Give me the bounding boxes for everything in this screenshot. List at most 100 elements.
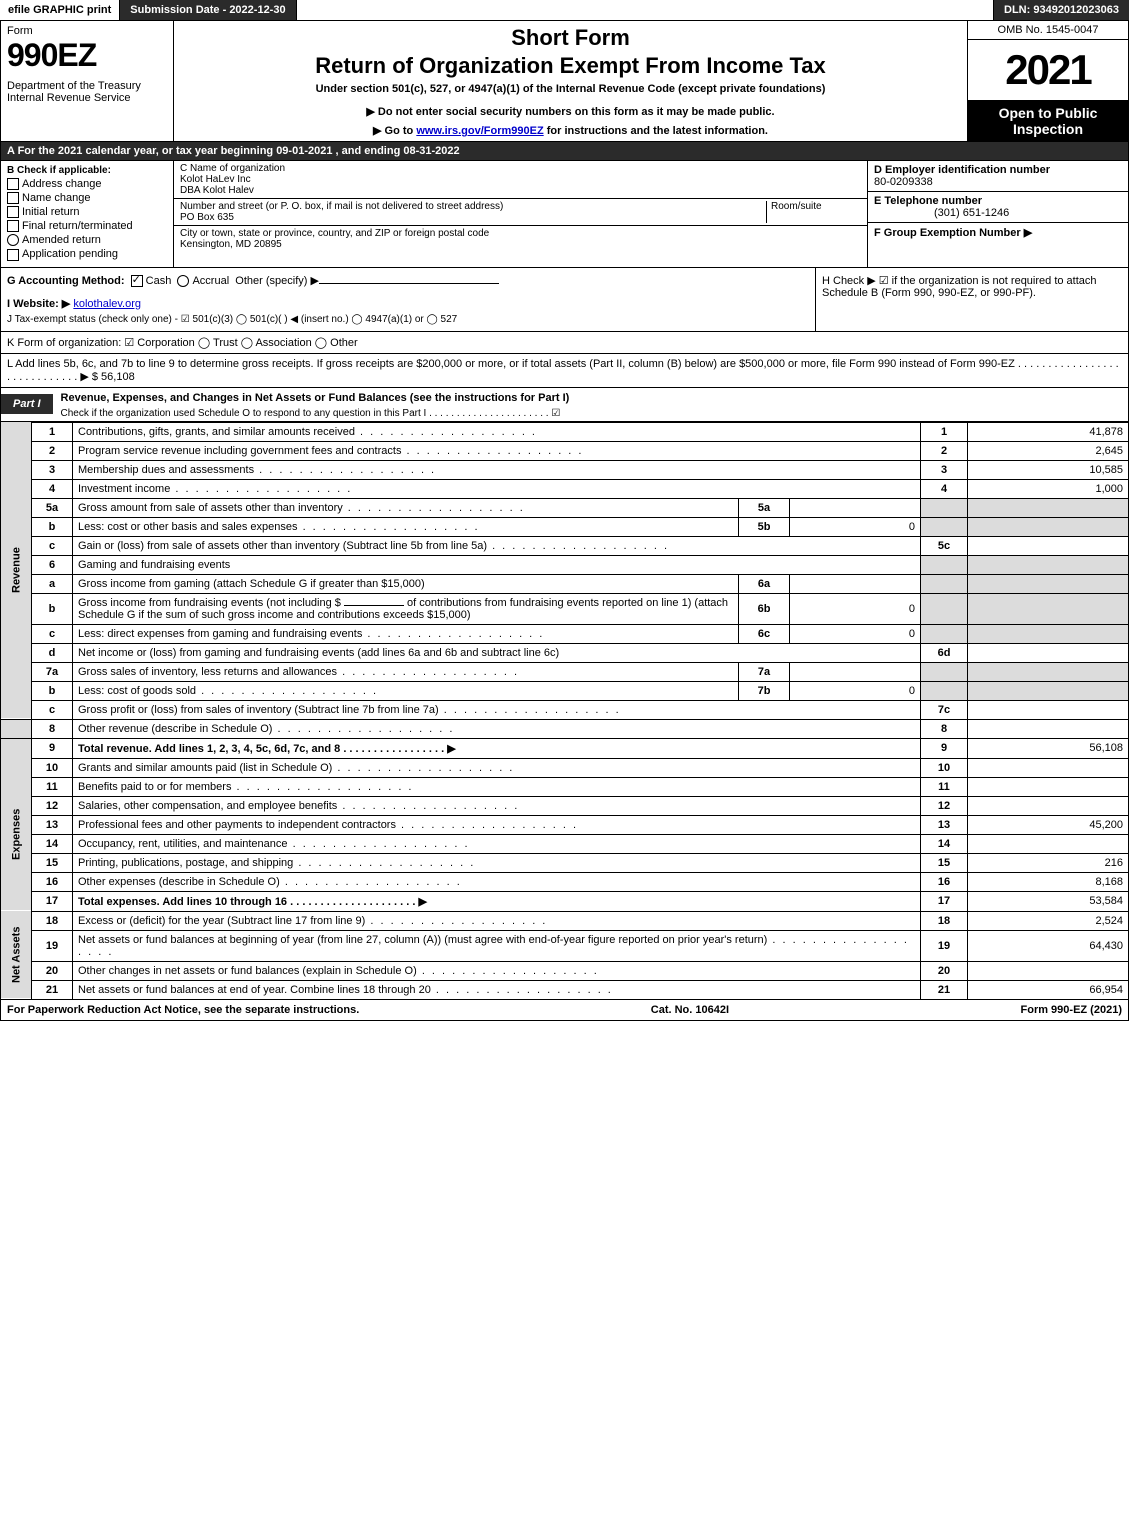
header-left: Form 990EZ Department of the Treasury In… <box>1 21 174 141</box>
part-1-subtitle: Check if the organization used Schedule … <box>53 408 1128 421</box>
line-num: b <box>32 517 73 536</box>
dept-treasury: Department of the Treasury Internal Reve… <box>7 80 167 104</box>
accrual-label: Accrual <box>192 275 229 287</box>
line-num: 13 <box>32 815 73 834</box>
sub3-post: for instructions and the latest informat… <box>544 125 768 137</box>
line-desc: Benefits paid to or for members <box>73 777 921 796</box>
line-amount <box>968 719 1129 738</box>
line-num: b <box>32 681 73 700</box>
revenue-side-label: Revenue <box>1 422 32 719</box>
line-desc: Less: cost or other basis and sales expe… <box>73 517 739 536</box>
section-g-h-i-j: G Accounting Method: Cash Accrual Other … <box>0 268 1129 332</box>
org-address: PO Box 635 <box>180 212 234 223</box>
part-1-tab: Part I <box>1 394 53 414</box>
check-application-pending[interactable]: Application pending <box>7 248 167 260</box>
line-num: 17 <box>32 891 73 911</box>
check-address-change[interactable]: Address change <box>7 178 167 190</box>
cash-label: Cash <box>146 275 172 287</box>
line-ref: 9 <box>921 738 968 758</box>
line-ref: 20 <box>921 961 968 980</box>
org-city-block: City or town, state or province, country… <box>174 226 867 252</box>
tel-value: (301) 651-1246 <box>874 207 1009 219</box>
lines-table: Revenue 1 Contributions, gifts, grants, … <box>0 422 1129 1000</box>
line-ref: 18 <box>921 911 968 930</box>
line-amount <box>968 700 1129 719</box>
line-ref: 11 <box>921 777 968 796</box>
sub-line-val: 0 <box>790 517 921 536</box>
check-final-return[interactable]: Final return/terminated <box>7 220 167 232</box>
section-h: H Check ▶ ☑ if the organization is not r… <box>815 268 1128 331</box>
line-ref: 8 <box>921 719 968 738</box>
section-b-through-f: B Check if applicable: Address change Na… <box>0 161 1129 268</box>
line-ref: 2 <box>921 441 968 460</box>
line-amount: 53,584 <box>968 891 1129 911</box>
line-ref: 3 <box>921 460 968 479</box>
page-footer: For Paperwork Reduction Act Notice, see … <box>0 1000 1129 1021</box>
sub-line-num: 5a <box>739 498 790 517</box>
line-amount: 216 <box>968 853 1129 872</box>
org-address-block: Number and street (or P. O. box, if mail… <box>174 199 867 226</box>
top-bar: efile GRAPHIC print Submission Date - 20… <box>0 0 1129 21</box>
line-num: 1 <box>32 422 73 441</box>
sub-line-val <box>790 662 921 681</box>
header-center: Short Form Return of Organization Exempt… <box>174 21 968 141</box>
section-b-label: B Check if applicable: <box>7 165 167 176</box>
room-suite: Room/suite <box>767 201 861 223</box>
header-right: OMB No. 1545-0047 2021 Open to Public In… <box>968 21 1128 141</box>
footer-left: For Paperwork Reduction Act Notice, see … <box>7 1004 359 1016</box>
section-j: J Tax-exempt status (check only one) - ☑… <box>7 314 809 325</box>
line-ref: 4 <box>921 479 968 498</box>
line-ref: 1 <box>921 422 968 441</box>
line-amount: 66,954 <box>968 980 1129 999</box>
main-title: Return of Organization Exempt From Incom… <box>182 53 959 79</box>
section-i: I Website: ▶ kolothalev.org <box>7 297 809 310</box>
section-e: E Telephone number (301) 651-1246 <box>868 192 1128 223</box>
check-amended-return[interactable]: Amended return <box>7 234 167 246</box>
accounting-method-label: G Accounting Method: <box>7 275 125 287</box>
line-num: 7a <box>32 662 73 681</box>
line-desc: Investment income <box>73 479 921 498</box>
line-desc: Gross sales of inventory, less returns a… <box>73 662 739 681</box>
section-f: F Group Exemption Number ▶ <box>868 223 1128 242</box>
check-name-change[interactable]: Name change <box>7 192 167 204</box>
check-initial-return[interactable]: Initial return <box>7 206 167 218</box>
line-desc: Other changes in net assets or fund bala… <box>73 961 921 980</box>
line-desc: Contributions, gifts, grants, and simila… <box>73 422 921 441</box>
line-amount: 41,878 <box>968 422 1129 441</box>
line-desc: Grants and similar amounts paid (list in… <box>73 758 921 777</box>
sub-line-num: 6b <box>739 593 790 624</box>
form-header: Form 990EZ Department of the Treasury In… <box>0 21 1129 142</box>
section-d-e-f: D Employer identification number 80-0209… <box>868 161 1128 267</box>
cash-checkbox[interactable] <box>131 275 143 287</box>
line-desc: Total revenue. Add lines 1, 2, 3, 4, 5c,… <box>73 738 921 758</box>
website-link[interactable]: kolothalev.org <box>73 298 141 310</box>
header-sub-2: ▶ Do not enter social security numbers o… <box>182 105 959 118</box>
sub-line-val: 0 <box>790 624 921 643</box>
net-assets-side-label: Net Assets <box>1 911 32 999</box>
line-desc: Less: cost of goods sold <box>73 681 739 700</box>
short-form-title: Short Form <box>182 25 959 51</box>
line-amount <box>968 643 1129 662</box>
section-c-label: C Name of organization <box>180 163 285 174</box>
accrual-radio[interactable] <box>177 275 189 287</box>
line-ref: 14 <box>921 834 968 853</box>
line-num: 16 <box>32 872 73 891</box>
line-num: 21 <box>32 980 73 999</box>
line-desc: Gross amount from sale of assets other t… <box>73 498 739 517</box>
line-ref: 6d <box>921 643 968 662</box>
line-amount <box>968 777 1129 796</box>
line-desc: Salaries, other compensation, and employ… <box>73 796 921 815</box>
irs-link[interactable]: www.irs.gov/Form990EZ <box>416 125 543 137</box>
efile-label[interactable]: efile GRAPHIC print <box>0 0 120 20</box>
dln-label: DLN: 93492012023063 <box>994 0 1129 20</box>
line-amount: 10,585 <box>968 460 1129 479</box>
line-desc: Membership dues and assessments <box>73 460 921 479</box>
sub-line-val <box>790 574 921 593</box>
other-label: Other (specify) ▶ <box>235 275 319 287</box>
section-b: B Check if applicable: Address change Na… <box>1 161 174 267</box>
header-sub-1: Under section 501(c), 527, or 4947(a)(1)… <box>182 83 959 95</box>
city-label: City or town, state or province, country… <box>180 228 489 239</box>
line-amount: 2,524 <box>968 911 1129 930</box>
sub-line-num: 7a <box>739 662 790 681</box>
line-num: 3 <box>32 460 73 479</box>
